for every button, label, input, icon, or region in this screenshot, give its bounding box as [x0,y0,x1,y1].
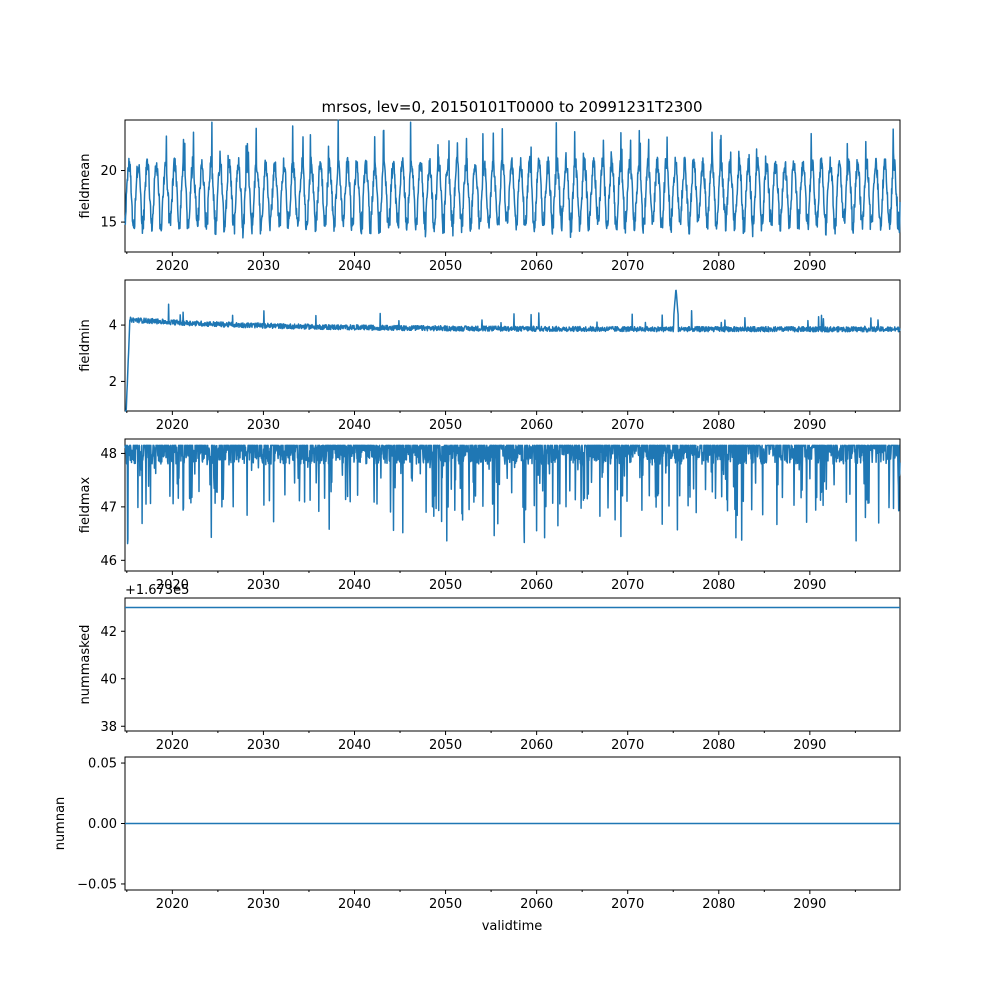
y-tick-label: 2 [109,375,117,390]
x-tick-label: 2080 [702,418,735,433]
x-axis-label: validtime [482,919,543,934]
y-tick-label: 46 [100,554,117,569]
x-tick-label: 2080 [702,259,735,274]
y-tick-label: 0.00 [88,817,117,832]
x-tick-label: 2050 [429,738,462,753]
x-tick-label: 2060 [520,897,553,912]
x-tick-label: 2020 [156,897,189,912]
y-axis-label: fieldmax [78,477,93,534]
x-tick-label: 2070 [611,897,644,912]
x-tick-label: 2060 [520,418,553,433]
x-tick-label: 2040 [338,259,371,274]
x-tick-label: 2090 [793,259,826,274]
x-tick-label: 2080 [702,738,735,753]
x-tick-label: 2020 [156,259,189,274]
x-tick-label: 2090 [793,418,826,433]
y-tick-label: 20 [100,164,117,179]
x-tick-label: 2020 [156,578,189,593]
y-tick-label: 15 [100,216,117,231]
x-tick-label: 2070 [611,738,644,753]
x-tick-label: 2060 [520,578,553,593]
x-tick-label: 2070 [611,578,644,593]
x-tick-label: 2090 [793,738,826,753]
y-axis-label: fieldmean [78,154,93,219]
y-axis-label: nummasked [78,625,93,705]
x-tick-label: 2070 [611,418,644,433]
x-tick-label: 2040 [338,578,371,593]
x-tick-label: 2040 [338,738,371,753]
axes-frame-fieldmin [124,279,901,412]
x-tick-label: 2050 [429,578,462,593]
x-tick-label: 2030 [247,578,280,593]
y-tick-label: 48 [100,447,117,462]
series-line-fieldmin [124,289,901,412]
axes-frame-nummasked [124,597,901,732]
series-line-fieldmax [124,444,901,545]
x-tick-label: 2090 [793,578,826,593]
axes-frame-fieldmean [124,119,901,253]
x-tick-label: 2090 [793,897,826,912]
x-tick-label: 2060 [520,738,553,753]
x-tick-label: 2050 [429,418,462,433]
x-tick-label: 2030 [247,418,280,433]
x-tick-label: 2080 [702,578,735,593]
x-tick-label: 2050 [429,259,462,274]
axes-frame-fieldmax [124,438,901,572]
x-tick-label: 2030 [247,897,280,912]
x-tick-label: 2030 [247,738,280,753]
x-tick-label: 2040 [338,897,371,912]
y-axis-label: fieldmin [78,319,93,372]
y-tick-label: 42 [100,625,117,640]
y-tick-label: 40 [100,672,117,687]
y-tick-label: 38 [100,720,117,735]
y-tick-label: −0.05 [77,877,117,892]
x-tick-label: 2030 [247,259,280,274]
x-tick-label: 2060 [520,259,553,274]
y-tick-label: 4 [109,319,117,334]
x-tick-label: 2080 [702,897,735,912]
x-tick-label: 2050 [429,897,462,912]
x-tick-label: 2040 [338,418,371,433]
y-tick-label: 47 [100,500,117,515]
y-tick-label: 0.05 [88,757,117,772]
x-tick-label: 2070 [611,259,644,274]
y-axis-label: numnan [53,797,68,851]
y-offset-label: +1.673e5 [125,583,189,598]
x-tick-label: 2020 [156,418,189,433]
series-line-fieldmean [124,119,901,239]
chart-title: mrsos, lev=0, 20150101T0000 to 20991231T… [321,98,702,116]
x-tick-label: 2020 [156,738,189,753]
